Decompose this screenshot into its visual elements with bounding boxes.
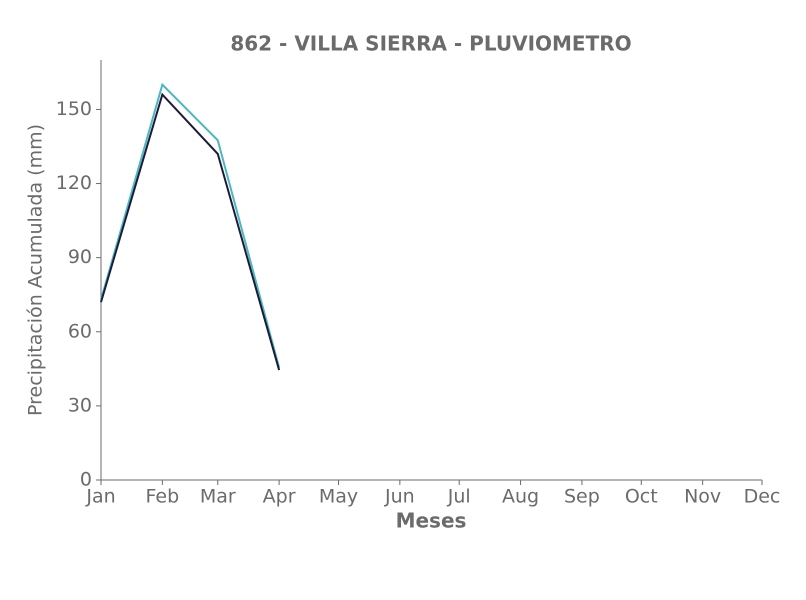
- chart-title: 862 - VILLA SIERRA - PLUVIOMETRO: [230, 32, 631, 56]
- x-axis-label: Meses: [396, 509, 467, 533]
- x-tick-label: Jan: [85, 486, 115, 508]
- data-line: [100, 82, 281, 368]
- x-tick-label: Apr: [263, 486, 296, 508]
- x-tick-label: Aug: [502, 486, 539, 508]
- y-tick-label: 120: [56, 172, 92, 194]
- x-tick-label: Feb: [146, 486, 180, 508]
- x-tick-label: Oct: [625, 486, 658, 508]
- y-tick-label: 0: [80, 469, 92, 491]
- y-tick-label: 60: [68, 320, 92, 342]
- y-tick-label: 90: [68, 246, 92, 268]
- x-tick-label: Nov: [684, 486, 721, 508]
- x-tick-label: May: [319, 486, 358, 508]
- data-line: [100, 92, 281, 371]
- x-tick-label: Dec: [744, 486, 781, 508]
- x-tick-label: Jun: [384, 486, 415, 508]
- y-tick-label: 30: [68, 394, 92, 416]
- x-tick-label: Mar: [200, 486, 236, 508]
- x-tick-label: Jul: [447, 486, 471, 508]
- y-axis-label: Precipitación Acumulada (mm): [25, 124, 47, 416]
- x-tick-label: Sep: [564, 486, 600, 508]
- y-tick-label: 150: [56, 98, 92, 120]
